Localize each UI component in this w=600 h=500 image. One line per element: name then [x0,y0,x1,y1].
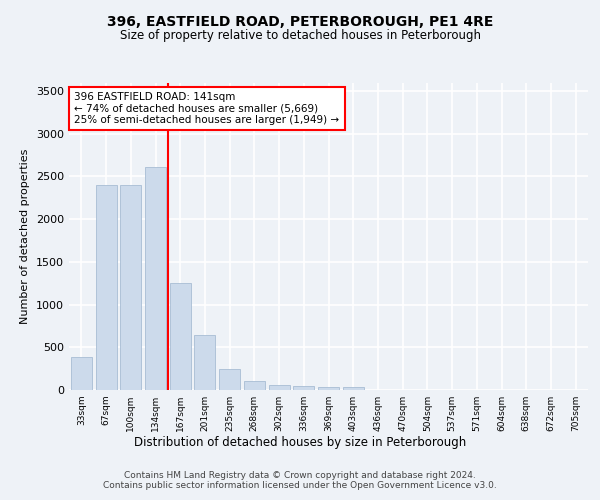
Text: Size of property relative to detached houses in Peterborough: Size of property relative to detached ho… [119,28,481,42]
Text: 396 EASTFIELD ROAD: 141sqm
← 74% of detached houses are smaller (5,669)
25% of s: 396 EASTFIELD ROAD: 141sqm ← 74% of deta… [74,92,340,125]
Bar [71,356,92,390]
Bar [318,388,339,390]
Text: Contains HM Land Registry data © Crown copyright and database right 2024.: Contains HM Land Registry data © Crown c… [124,470,476,480]
Text: Contains public sector information licensed under the Open Government Licence v3: Contains public sector information licen… [103,482,497,490]
Text: 396, EASTFIELD ROAD, PETERBOROUGH, PE1 4RE: 396, EASTFIELD ROAD, PETERBOROUGH, PE1 4… [107,16,493,30]
Bar [194,336,215,390]
Bar [120,185,141,390]
Bar [219,368,240,390]
Text: Distribution of detached houses by size in Peterborough: Distribution of detached houses by size … [134,436,466,449]
Bar [244,381,265,390]
Bar [269,385,290,390]
Bar [145,167,166,390]
Bar [95,185,116,390]
Bar [293,386,314,390]
Y-axis label: Number of detached properties: Number of detached properties [20,148,31,324]
Bar [170,283,191,390]
Bar [343,388,364,390]
